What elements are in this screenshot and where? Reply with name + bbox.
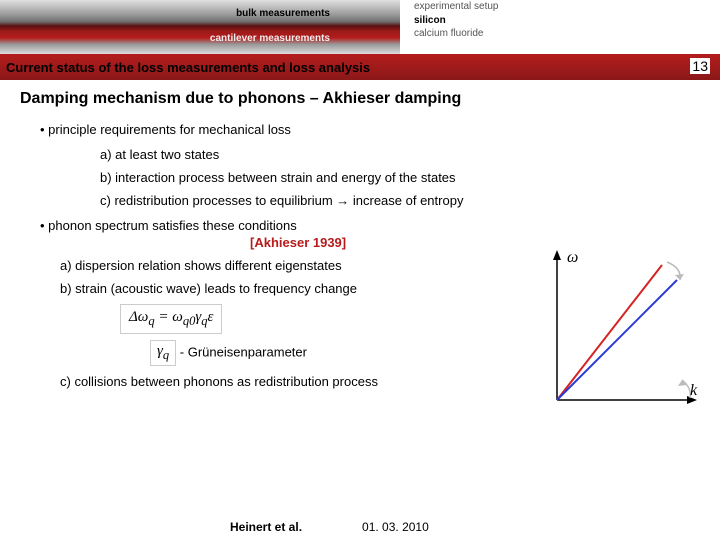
header-left-gradient: bulk measurements cantilever measurement… <box>0 0 400 54</box>
f-sub2: q0 <box>183 314 196 328</box>
hdr-caf2: calcium fluoride <box>400 27 720 41</box>
cantilever-label: cantilever measurements <box>210 33 330 44</box>
bullet-c: c) redistribution processes to equilibri… <box>100 193 700 208</box>
bullet-principle: • principle requirements for mechanical … <box>40 122 700 137</box>
svg-text:k: k <box>690 382 698 399</box>
header-right: experimental setup silicon calcium fluor… <box>400 0 720 54</box>
hdr-blank <box>400 41 720 55</box>
dispersion-chart: ωk <box>542 250 702 410</box>
f-eps: ε <box>208 309 214 325</box>
footer-author: Heinert et al. <box>230 520 302 534</box>
f-eq: = ω <box>155 309 183 325</box>
svg-text:ω: ω <box>567 250 578 266</box>
page-number: 13 <box>690 58 710 74</box>
hdr-silicon: silicon <box>400 14 720 28</box>
hdr-experimental: experimental setup <box>400 0 720 14</box>
page-title: Current status of the loss measurements … <box>0 60 370 75</box>
param-text: - Grüneisenparameter <box>180 344 307 359</box>
bullet-phonon: • phonon spectrum satisfies these condit… <box>40 218 700 233</box>
bulk-label: bulk measurements <box>236 8 330 19</box>
title-bar: Current status of the loss measurements … <box>0 54 720 80</box>
footer: Heinert et al. 01. 03. 2010 <box>0 520 720 534</box>
bullet-b: b) interaction process between strain an… <box>100 170 700 185</box>
section-title: Damping mechanism due to phonons – Akhie… <box>20 90 700 108</box>
formula-box: Δωq = ωq0γqε <box>120 304 222 334</box>
footer-date: 01. 03. 2010 <box>362 520 429 534</box>
slide-header: bulk measurements cantilever measurement… <box>0 0 720 54</box>
bullet-a: a) at least two states <box>100 147 700 162</box>
citation: [Akhieser 1939] <box>250 235 700 250</box>
param-box: γq <box>150 340 176 366</box>
p-sub: q <box>163 348 169 362</box>
f-delta: Δω <box>129 309 148 325</box>
